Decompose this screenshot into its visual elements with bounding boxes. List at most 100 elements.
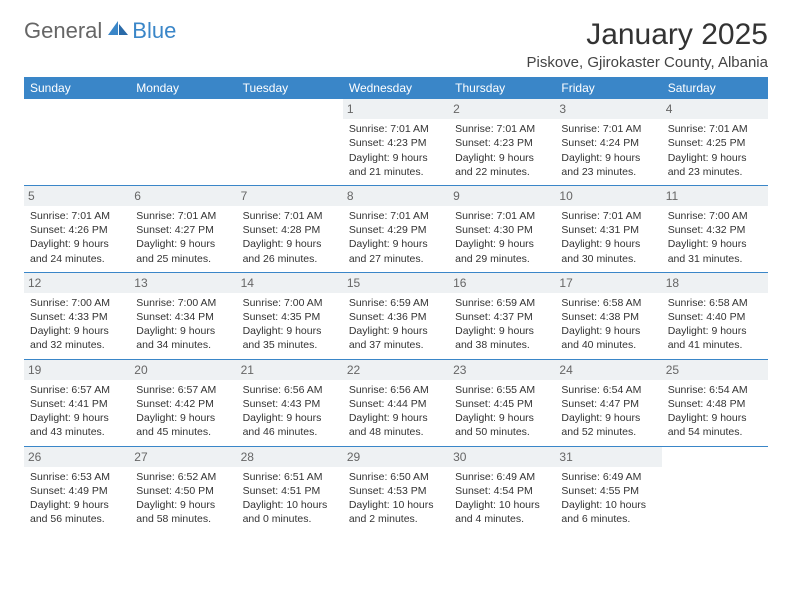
- day-info: Sunrise: 6:54 AMSunset: 4:47 PMDaylight:…: [561, 383, 655, 440]
- dow-friday: Friday: [555, 77, 661, 99]
- day-cell: 17Sunrise: 6:58 AMSunset: 4:38 PMDayligh…: [555, 272, 661, 359]
- day-info: Sunrise: 7:01 AMSunset: 4:27 PMDaylight:…: [136, 209, 230, 266]
- day-number: 14: [237, 273, 343, 293]
- day-info: Sunrise: 6:55 AMSunset: 4:45 PMDaylight:…: [455, 383, 549, 440]
- day-info: Sunrise: 7:00 AMSunset: 4:34 PMDaylight:…: [136, 296, 230, 353]
- day-cell: 19 Sunrise: 6:57 AMSunset: 4:41 PMDayligh…: [24, 359, 130, 446]
- day-cell: 29 Sunrise: 6:50 AMSunset: 4:53 PMDayligh…: [343, 446, 449, 532]
- day-info: Sunrise: 6:53 AMSunset: 4:49 PMDaylight:…: [30, 470, 124, 527]
- logo-text-general: General: [24, 18, 102, 44]
- calendar-table: Sunday Monday Tuesday Wednesday Thursday…: [24, 77, 768, 532]
- day-number: 15: [343, 273, 449, 293]
- day-cell: 12Sunrise: 7:00 AMSunset: 4:33 PMDayligh…: [24, 272, 130, 359]
- day-cell: 30 Sunrise: 6:49 AMSunset: 4:54 PMDayligh…: [449, 446, 555, 532]
- day-info: Sunrise: 6:58 AMSunset: 4:38 PMDaylight:…: [561, 296, 655, 353]
- day-info: Sunrise: 6:51 AMSunset: 4:51 PMDaylight:…: [243, 470, 337, 527]
- day-number: 9: [449, 186, 555, 206]
- week-row: 12Sunrise: 7:00 AMSunset: 4:33 PMDayligh…: [24, 272, 768, 359]
- day-cell: 5Sunrise: 7:01 AMSunset: 4:26 PMDaylight…: [24, 185, 130, 272]
- day-number: 28: [237, 447, 343, 467]
- day-cell: 26Sunrise: 6:53 AMSunset: 4:49 PMDayligh…: [24, 446, 130, 532]
- day-info: Sunrise: 7:01 AMSunset: 4:23 PMDaylight:…: [455, 122, 549, 179]
- logo-sail-icon: [106, 19, 130, 37]
- header: General Blue January 2025 Piskove, Gjiro…: [24, 18, 768, 71]
- day-cell: 25 Sunrise: 6:54 AMSunset: 4:48 PMDayligh…: [662, 359, 768, 446]
- day-info: Sunrise: 6:49 AMSunset: 4:54 PMDaylight:…: [455, 470, 549, 527]
- dow-tuesday: Tuesday: [237, 77, 343, 99]
- week-row: 26Sunrise: 6:53 AMSunset: 4:49 PMDayligh…: [24, 446, 768, 532]
- day-cell: 28 Sunrise: 6:51 AMSunset: 4:51 PMDayligh…: [237, 446, 343, 532]
- day-cell: 20 Sunrise: 6:57 AMSunset: 4:42 PMDayligh…: [130, 359, 236, 446]
- day-info: Sunrise: 7:01 AMSunset: 4:28 PMDaylight:…: [243, 209, 337, 266]
- day-cell: 4Sunrise: 7:01 AMSunset: 4:25 PMDaylight…: [662, 99, 768, 185]
- logo: General Blue: [24, 18, 176, 44]
- day-number: 8: [343, 186, 449, 206]
- day-number: 23: [449, 360, 555, 380]
- day-cell: 27 Sunrise: 6:52 AMSunset: 4:50 PMDayligh…: [130, 446, 236, 532]
- day-info: Sunrise: 6:57 AMSunset: 4:42 PMDaylight:…: [136, 383, 230, 440]
- day-cell: 23 Sunrise: 6:55 AMSunset: 4:45 PMDayligh…: [449, 359, 555, 446]
- day-number: 4: [662, 99, 768, 119]
- day-cell: 16Sunrise: 6:59 AMSunset: 4:37 PMDayligh…: [449, 272, 555, 359]
- day-number: 27: [130, 447, 236, 467]
- week-row: 19 Sunrise: 6:57 AMSunset: 4:41 PMDayligh…: [24, 359, 768, 446]
- logo-text-blue: Blue: [132, 18, 176, 44]
- day-cell: 13Sunrise: 7:00 AMSunset: 4:34 PMDayligh…: [130, 272, 236, 359]
- day-number: 25: [662, 360, 768, 380]
- day-number: 21: [237, 360, 343, 380]
- day-number: 29: [343, 447, 449, 467]
- month-title: January 2025: [526, 18, 768, 52]
- day-number: 31: [555, 447, 661, 467]
- day-number: 11: [662, 186, 768, 206]
- day-number: 20: [130, 360, 236, 380]
- day-number: 12: [24, 273, 130, 293]
- day-cell: .: [237, 99, 343, 185]
- day-cell: 21 Sunrise: 6:56 AMSunset: 4:43 PMDayligh…: [237, 359, 343, 446]
- day-number: 19: [24, 360, 130, 380]
- day-number: 7: [237, 186, 343, 206]
- day-info: Sunrise: 6:56 AMSunset: 4:43 PMDaylight:…: [243, 383, 337, 440]
- day-info: Sunrise: 6:56 AMSunset: 4:44 PMDaylight:…: [349, 383, 443, 440]
- day-cell: .: [130, 99, 236, 185]
- day-info: Sunrise: 6:52 AMSunset: 4:50 PMDaylight:…: [136, 470, 230, 527]
- dow-sunday: Sunday: [24, 77, 130, 99]
- day-number: 30: [449, 447, 555, 467]
- day-cell: 3 Sunrise: 7:01 AMSunset: 4:24 PMDaylight…: [555, 99, 661, 185]
- day-number: 22: [343, 360, 449, 380]
- calendar-body: ...1Sunrise: 7:01 AMSunset: 4:23 PMDayli…: [24, 99, 768, 532]
- day-cell: 2Sunrise: 7:01 AMSunset: 4:23 PMDaylight…: [449, 99, 555, 185]
- day-cell: .: [662, 446, 768, 532]
- day-number: 24: [555, 360, 661, 380]
- dow-wednesday: Wednesday: [343, 77, 449, 99]
- dow-thursday: Thursday: [449, 77, 555, 99]
- day-number: 18: [662, 273, 768, 293]
- day-number: 3: [555, 99, 661, 119]
- day-cell: 6Sunrise: 7:01 AMSunset: 4:27 PMDaylight…: [130, 185, 236, 272]
- day-info: Sunrise: 7:00 AMSunset: 4:32 PMDaylight:…: [668, 209, 762, 266]
- day-cell: 11 Sunrise: 7:00 AMSunset: 4:32 PMDayligh…: [662, 185, 768, 272]
- day-info: Sunrise: 7:00 AMSunset: 4:35 PMDaylight:…: [243, 296, 337, 353]
- day-cell: 22 Sunrise: 6:56 AMSunset: 4:44 PMDayligh…: [343, 359, 449, 446]
- day-info: Sunrise: 6:59 AMSunset: 4:37 PMDaylight:…: [455, 296, 549, 353]
- day-info: Sunrise: 6:59 AMSunset: 4:36 PMDaylight:…: [349, 296, 443, 353]
- day-cell: 1Sunrise: 7:01 AMSunset: 4:23 PMDaylight…: [343, 99, 449, 185]
- day-cell: 24 Sunrise: 6:54 AMSunset: 4:47 PMDayligh…: [555, 359, 661, 446]
- day-info: Sunrise: 7:01 AMSunset: 4:24 PMDaylight:…: [561, 122, 655, 179]
- day-cell: .: [24, 99, 130, 185]
- day-number: 10: [555, 186, 661, 206]
- day-info: Sunrise: 7:01 AMSunset: 4:30 PMDaylight:…: [455, 209, 549, 266]
- day-info: Sunrise: 6:54 AMSunset: 4:48 PMDaylight:…: [668, 383, 762, 440]
- day-info: Sunrise: 7:01 AMSunset: 4:26 PMDaylight:…: [30, 209, 124, 266]
- day-cell: 9 Sunrise: 7:01 AMSunset: 4:30 PMDaylight…: [449, 185, 555, 272]
- dow-monday: Monday: [130, 77, 236, 99]
- day-cell: 8Sunrise: 7:01 AMSunset: 4:29 PMDaylight…: [343, 185, 449, 272]
- day-cell: 10Sunrise: 7:01 AMSunset: 4:31 PMDayligh…: [555, 185, 661, 272]
- day-cell: 31 Sunrise: 6:49 AMSunset: 4:55 PMDayligh…: [555, 446, 661, 532]
- day-info: Sunrise: 6:50 AMSunset: 4:53 PMDaylight:…: [349, 470, 443, 527]
- day-info: Sunrise: 6:49 AMSunset: 4:55 PMDaylight:…: [561, 470, 655, 527]
- day-info: Sunrise: 6:58 AMSunset: 4:40 PMDaylight:…: [668, 296, 762, 353]
- day-info: Sunrise: 6:57 AMSunset: 4:41 PMDaylight:…: [30, 383, 124, 440]
- location: Piskove, Gjirokaster County, Albania: [526, 54, 768, 71]
- day-info: Sunrise: 7:01 AMSunset: 4:23 PMDaylight:…: [349, 122, 443, 179]
- dow-saturday: Saturday: [662, 77, 768, 99]
